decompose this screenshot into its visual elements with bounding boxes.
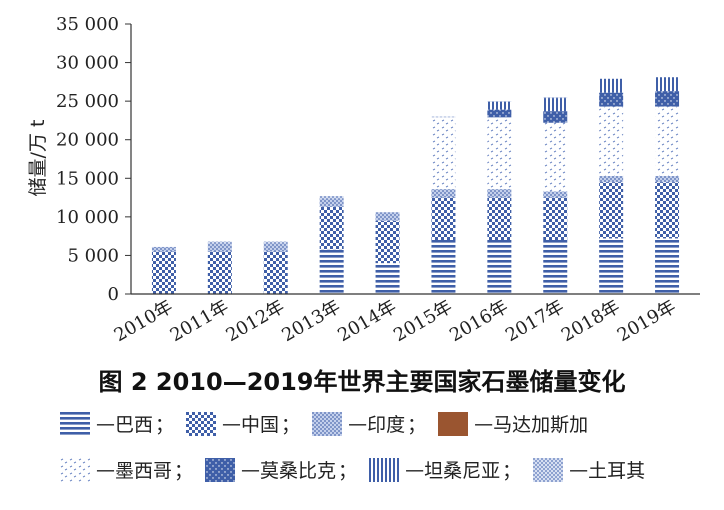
bar-segment-brazil [487, 240, 512, 294]
legend-swatch-brazil [60, 411, 90, 436]
x-tick-label: 2011年 [167, 296, 233, 346]
bar-segment-brazil [599, 238, 624, 294]
bar-segment-china [151, 251, 176, 294]
x-tick-label: 2019年 [614, 296, 680, 346]
y-tick-label: 15 000 [56, 168, 119, 189]
y-tick-label: 10 000 [56, 207, 119, 228]
bar-segment-brazil [543, 240, 568, 294]
y-tick-label: 30 000 [56, 53, 119, 74]
legend-item-madagascar: — 马达加斯加 [438, 410, 590, 437]
bar-segment-mexico [655, 106, 680, 176]
bar-segment-turkey [263, 241, 288, 244]
bar-segment-india [207, 243, 232, 252]
bar-segment-china [655, 182, 680, 239]
legend-item-mozambique: — 莫桑比克； [205, 456, 357, 483]
legend-swatch-china [186, 411, 217, 436]
legend-label: 莫桑比克 [260, 460, 337, 482]
bar-segment-china [543, 197, 568, 240]
legend-item-china: — 中国； [186, 410, 300, 437]
x-tick-label: 2014年 [334, 296, 400, 346]
y-tick-label: 5 000 [67, 245, 119, 266]
bar-segment-china [431, 197, 456, 240]
x-tick-label: 2016年 [446, 296, 512, 346]
y-tick-label: 25 000 [56, 91, 119, 112]
bar-segment-china [319, 206, 344, 250]
bar-segment-mozambique [487, 109, 512, 118]
chart: 0 5 000 10 000 15 000 20 000 25 000 30 000 35 0… [27, 14, 700, 346]
bar-segment-mexico [599, 106, 624, 176]
bar-segment-tanzania [655, 77, 680, 92]
figure-caption: 图 2 2010—2019年世界主要国家石墨储量变化 [98, 368, 626, 396]
x-tick-label: 2018年 [558, 296, 624, 346]
bar-segment-mexico [543, 122, 568, 192]
bar-segment-mozambique [543, 111, 568, 123]
bar-segment-turkey [207, 241, 232, 244]
bar-segment-india [151, 246, 176, 252]
bar-segment-china [207, 251, 232, 294]
bar-segment-india [487, 189, 512, 198]
y-tick-label: 35 000 [56, 14, 119, 35]
bar-segment-brazil [655, 238, 680, 294]
legend-swatch-turkey [533, 457, 564, 482]
bar-segment-india [263, 243, 288, 252]
bar-segment-turkey [543, 97, 568, 99]
legend-item-mexico: — 墨西哥； [60, 456, 193, 483]
bar-segment-tanzania [599, 78, 624, 93]
bar-segment-india [599, 175, 624, 183]
bar-segment-tanzania [487, 101, 512, 110]
bar-segment-india [655, 175, 680, 183]
bar-segment-mozambique [599, 92, 624, 107]
bar-segment-china [375, 220, 400, 264]
legend-label: 坦桑尼亚 [424, 460, 501, 482]
x-tick-label: 2012年 [222, 296, 288, 346]
legend-swatch-mozambique [205, 457, 236, 482]
bar-segment-tanzania [543, 98, 568, 112]
legend-label: 土耳其 [588, 460, 646, 482]
bar-segment-mexico [431, 117, 456, 190]
bar-segment-brazil [319, 249, 344, 294]
x-tick-label: 2017年 [502, 296, 568, 346]
bar-segment-china [263, 251, 288, 294]
legend-item-turkey: — 土耳其 [533, 456, 647, 483]
bar-segment-turkey [319, 196, 344, 199]
y-tick-label: 20 000 [56, 130, 119, 151]
legend-label: 马达加斯加 [493, 414, 589, 436]
legend-label: 中国 [241, 414, 280, 436]
bar-segment-india [319, 198, 344, 207]
legend-label: 印度 [367, 414, 406, 436]
y-axis-label: 储量/万 t [27, 120, 49, 197]
x-tick-label: 2010年 [111, 296, 177, 346]
legend-row-1: — 巴西； — 中国； — 印度； — 马达加斯加 [60, 410, 602, 437]
legend-swatch-tanzania [369, 457, 400, 482]
legend-item-brazil: — 巴西； [60, 410, 174, 437]
bar-segment-india [543, 191, 568, 198]
y-tick-label: 0 [108, 284, 119, 305]
bar-segment-brazil [431, 240, 456, 294]
bar-segment-china [487, 197, 512, 240]
legend-item-tanzania: — 坦桑尼亚； [369, 456, 521, 483]
bar-segment-india [375, 212, 400, 221]
legend-item-india: — 印度； [312, 410, 426, 437]
bar-segment-turkey [487, 101, 512, 102]
bar-segment-india [431, 189, 456, 198]
legend-row-2: — 墨西哥； — 莫桑比克； — 坦桑尼亚； — 土耳其 [60, 456, 659, 483]
legend-label: 巴西 [115, 414, 154, 436]
legend-label: 墨西哥 [115, 460, 173, 482]
bar-segment-mozambique [655, 91, 680, 107]
legend-swatch-mexico [60, 457, 90, 482]
x-tick-label: 2015年 [390, 296, 456, 346]
legend-swatch-india [312, 411, 343, 436]
bar-segment-turkey [431, 116, 456, 118]
bar-segment-mexico [487, 117, 512, 190]
x-tick-label: 2013年 [278, 296, 344, 346]
legend-swatch-madagascar [438, 411, 469, 436]
bar-segment-brazil [375, 263, 400, 294]
bar-segment-china [599, 182, 624, 239]
